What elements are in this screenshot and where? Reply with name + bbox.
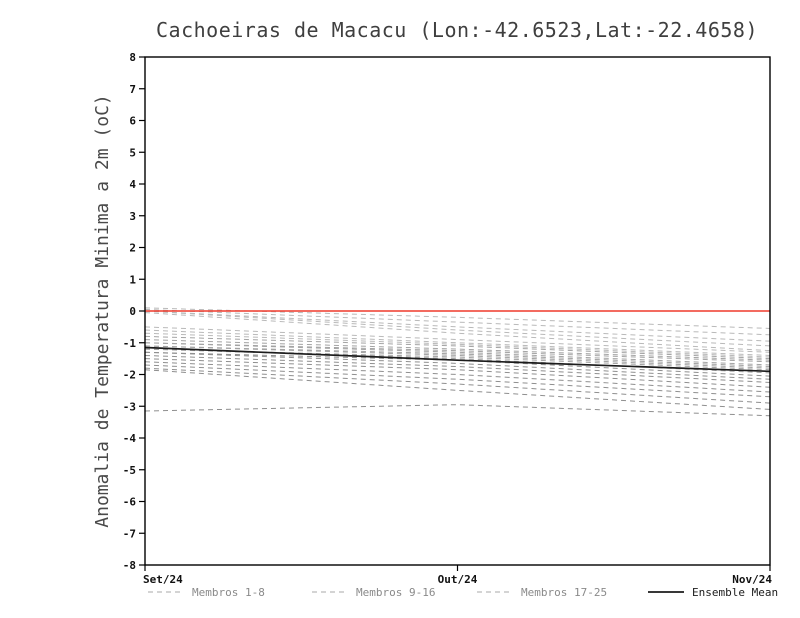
- ensemble-mean-line: [144, 346, 771, 373]
- y-tick-label: 3: [129, 210, 136, 223]
- member-line: [144, 310, 771, 347]
- member-line: [144, 404, 771, 417]
- y-tick-label: -5: [123, 464, 136, 477]
- y-tick-label: -3: [123, 400, 136, 413]
- x-tick-label: Out/24: [438, 573, 478, 586]
- member-line: [144, 339, 771, 361]
- member-line: [144, 369, 771, 410]
- legend-label: Membros 9-16: [356, 586, 435, 599]
- y-tick-label: 5: [129, 146, 136, 159]
- y-tick-label: -2: [123, 369, 136, 382]
- legend-label: Membros 1-8: [192, 586, 265, 599]
- plot-area: -8 -7 -6 -5 -4 -3 -2 -1 0 1 2 3 4 5 6 7 8 Set/24 Out/24 Nov…: [123, 51, 778, 599]
- y-tick-label: 1: [129, 273, 136, 286]
- y-tick-label: 0: [129, 305, 136, 318]
- x-tick-label: Set/24: [143, 573, 183, 586]
- y-axis-label: Anomalia de Temperatura Minima a 2m (oC): [92, 94, 113, 527]
- y-tick-label: 2: [129, 242, 136, 255]
- chart-title: Cachoeiras de Macacu (Lon:-42.6523,Lat:-…: [156, 18, 758, 42]
- legend-label: Ensemble Mean: [692, 586, 778, 599]
- y-tick-label: -7: [123, 527, 136, 540]
- y-tick-label: 7: [129, 83, 136, 96]
- x-tick-label: Nov/24: [732, 573, 772, 586]
- y-tick-label: -8: [123, 559, 136, 572]
- legend-label: Membros 17-25: [521, 586, 607, 599]
- y-tick-label: 8: [129, 51, 136, 64]
- y-tick-label: -4: [123, 432, 137, 445]
- y-tick-label: -6: [123, 496, 137, 509]
- y-tick-label: 4: [129, 178, 136, 191]
- member-line: [144, 367, 771, 404]
- y-tick-label: 6: [129, 115, 136, 128]
- y-tick-label: -1: [123, 337, 137, 350]
- member-line: [144, 364, 771, 398]
